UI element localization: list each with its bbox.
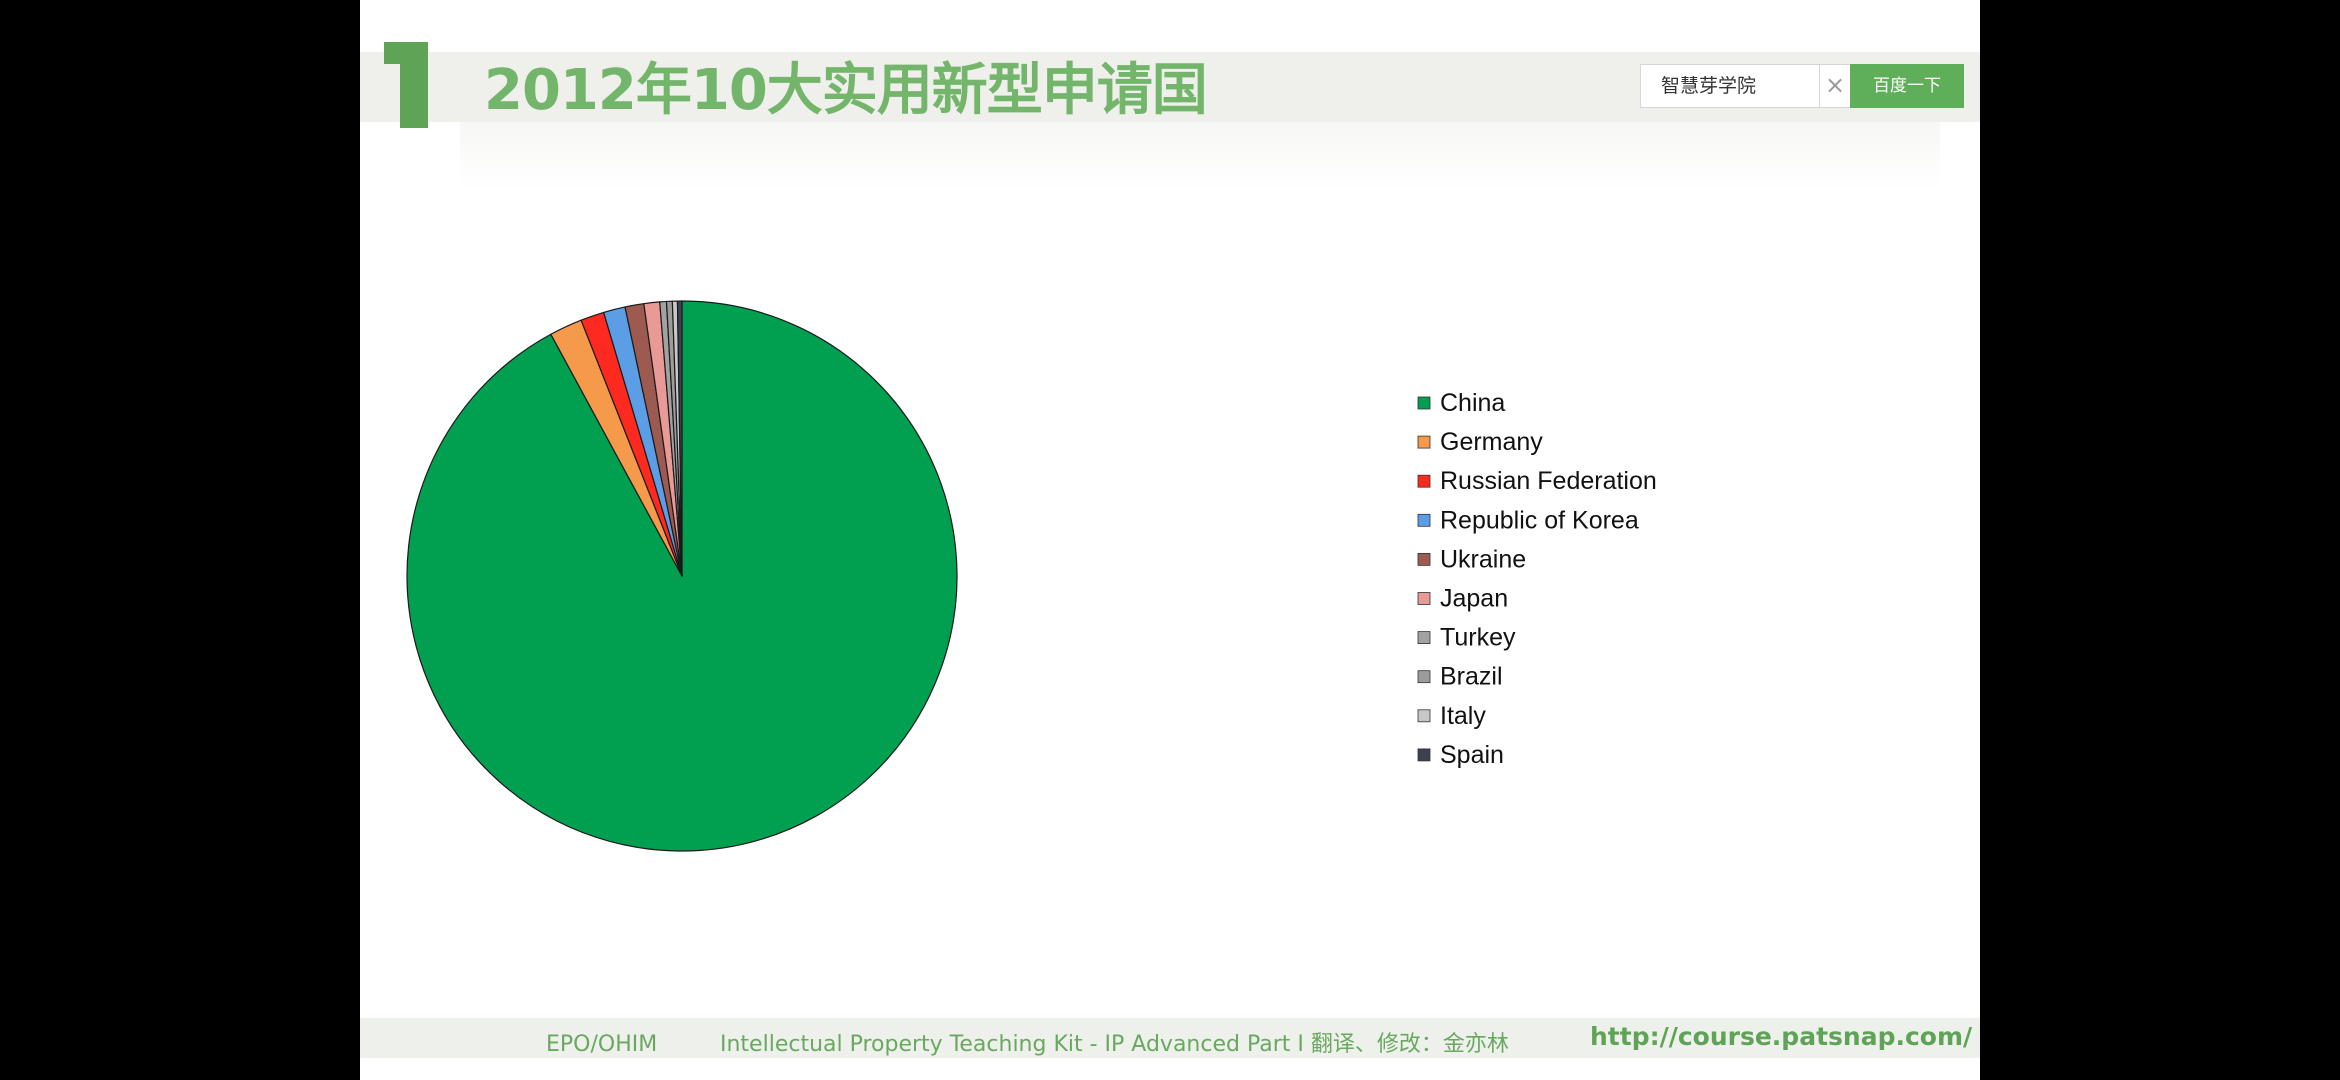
pie-slices: [406, 300, 958, 852]
pie-slice-spain: [676, 300, 683, 577]
legend-swatch-italy: [1417, 709, 1431, 723]
legend-label: Spain: [1440, 741, 1504, 769]
legend-swatch-republic-of-korea: [1417, 513, 1431, 527]
page-title: 2012年10大实用新型申请国: [484, 58, 1208, 123]
legend-swatch-ukraine: [1417, 553, 1431, 566]
pie-chart: China Germany Russian Federation Republic o…: [406, 300, 1657, 852]
legend-label: Italy: [1440, 702, 1486, 730]
clear-icon[interactable]: ×: [1820, 64, 1850, 108]
legend-label: Japan: [1440, 585, 1508, 613]
legend-label: Republic of Korea: [1440, 506, 1639, 534]
legend-label: Russian Federation: [1440, 467, 1657, 495]
footer-source: EPO/OHIM: [546, 1032, 658, 1057]
footer-band: [360, 1018, 1980, 1058]
legend-label: Ukraine: [1440, 545, 1526, 573]
legend-swatch-brazil: [1417, 670, 1431, 684]
search-button[interactable]: 百度一下: [1850, 64, 1964, 108]
legend-swatch-spain: [1417, 748, 1431, 762]
legend-swatch-turkey: [1417, 631, 1431, 644]
legend-swatch-germany: [1417, 435, 1431, 449]
number-one-icon: [384, 42, 428, 128]
legend-swatch-russian-federation: [1417, 474, 1431, 488]
legend-swatch-japan: [1417, 592, 1431, 605]
footer-url-link[interactable]: http://course.patsnap.com/: [1590, 1022, 1973, 1051]
legend-label: China: [1440, 389, 1505, 417]
legend: China Germany Russian Federation Republic o…: [1417, 389, 1657, 769]
legend-label: Turkey: [1440, 624, 1516, 652]
legend-label: Germany: [1440, 428, 1543, 456]
legend-label: Brazil: [1440, 663, 1503, 691]
search-box: 智慧芽学院 × 百度一下: [1640, 64, 1964, 110]
legend-swatch-china: [1417, 396, 1431, 410]
header-shade: [460, 122, 1940, 192]
footer-course-title: Intellectual Property Teaching Kit - IP …: [720, 1032, 1509, 1057]
slide: 2012年10大实用新型申请国 智慧芽学院 × 百度一下 China German…: [360, 0, 1980, 1080]
search-input[interactable]: 智慧芽学院: [1640, 64, 1820, 108]
